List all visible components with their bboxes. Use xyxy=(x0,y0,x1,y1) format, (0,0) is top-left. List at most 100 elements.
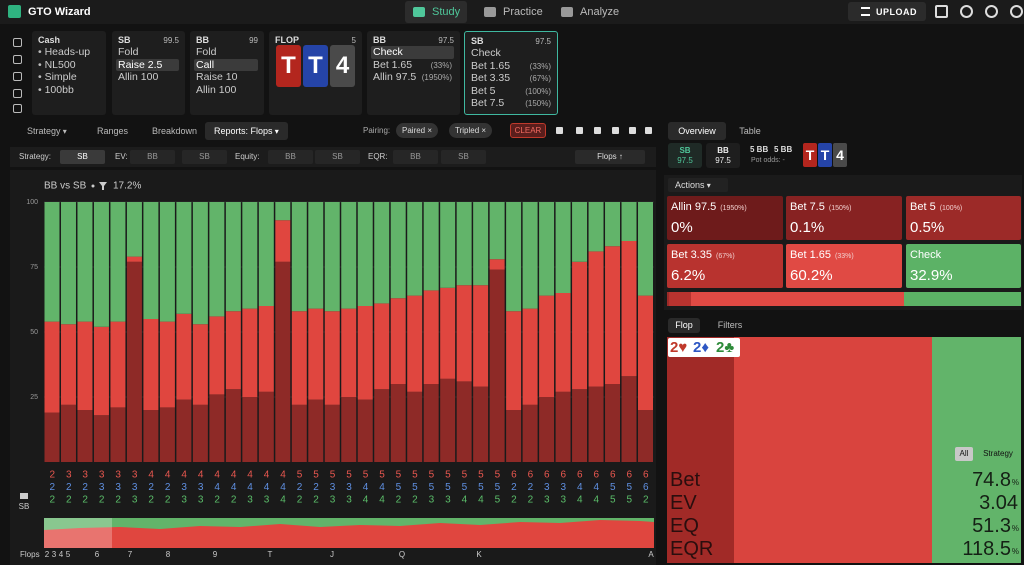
player-box[interactable]: BB 97.5 xyxy=(706,143,740,168)
x-tick-label: 2 xyxy=(214,495,220,506)
upload-button[interactable]: UPLOAD xyxy=(848,2,926,21)
x-tick-label: 4 xyxy=(198,470,204,481)
tree-item[interactable]: Allin 100 xyxy=(194,84,258,97)
tree-item[interactable]: Bet 3.35 (67%) xyxy=(469,72,553,85)
tree-panel[interactable]: SB 99.5 Fold Raise 2.5 Allin 100 xyxy=(112,31,185,115)
filter-option[interactable]: BB xyxy=(130,150,175,164)
player-box[interactable]: SB 97.5 xyxy=(668,143,702,168)
pairing-chip[interactable]: Paired xyxy=(396,123,439,138)
filter-option[interactable]: SB xyxy=(182,150,227,164)
tool-icon[interactable] xyxy=(556,127,563,134)
action-name: Check xyxy=(910,249,942,261)
action-cell[interactable]: Bet 1.65 (33%) 60.2% xyxy=(786,244,902,288)
side-icon[interactable] xyxy=(13,38,22,47)
toggle-option[interactable]: All xyxy=(955,447,973,461)
player-name: BB xyxy=(717,146,729,155)
filter-option[interactable]: SB xyxy=(441,150,486,164)
tree-panel[interactable]: BB 97.5 Check Bet 1.65 (33%) Allin 97.5 (1950%… xyxy=(367,31,460,115)
bar-segment xyxy=(275,261,291,462)
toggle-option[interactable]: Strategy xyxy=(983,449,1013,458)
tool-icon[interactable] xyxy=(576,127,583,134)
filter-option[interactable]: BB xyxy=(268,150,313,164)
x-tick-label: 2 xyxy=(643,495,649,506)
tool-icon[interactable] xyxy=(645,127,652,134)
action-cell[interactable]: Allin 97.5 (1950%) 0% xyxy=(667,196,783,240)
bar-segment xyxy=(621,241,637,377)
side-icon[interactable] xyxy=(13,104,22,113)
tree-item[interactable]: Check xyxy=(469,47,553,60)
filter-option[interactable]: BB xyxy=(393,150,438,164)
pairing-chip[interactable]: Tripled xyxy=(449,123,493,138)
tree-item[interactable]: Allin 100 xyxy=(116,71,179,84)
filter-option[interactable]: SB xyxy=(315,150,360,164)
nav-tab[interactable]: Study xyxy=(405,1,467,23)
action-cell[interactable]: Bet 3.35 (67%) 6.2% xyxy=(667,244,783,288)
tree-panel[interactable]: CashHeads-upNL500Simple100bb xyxy=(32,31,106,115)
nav-tab-label: Study xyxy=(432,6,461,18)
flop-tab[interactable]: Filters xyxy=(717,320,743,330)
filter-option[interactable]: SB xyxy=(60,150,105,164)
tree-item[interactable]: Heads-up xyxy=(36,46,100,59)
action-cell[interactable]: Check 32.9% xyxy=(906,244,1021,288)
nav-icon[interactable] xyxy=(985,5,998,18)
minimap-window[interactable] xyxy=(44,518,112,548)
sub-tab[interactable]: Breakdown xyxy=(152,126,198,136)
tree-item[interactable]: Check xyxy=(371,46,454,59)
nav-icon[interactable] xyxy=(960,5,973,18)
stat-label: EQ xyxy=(670,515,699,537)
bar-segment xyxy=(605,384,621,462)
sort-button[interactable]: Flops xyxy=(575,150,645,164)
nav-tab-icon xyxy=(413,7,425,17)
sub-tab[interactable]: Strategy xyxy=(18,122,76,140)
x-axis-label: Flops xyxy=(20,550,40,559)
sub-tab[interactable]: Reports: Flops xyxy=(205,122,288,140)
tool-icon[interactable] xyxy=(629,127,636,134)
card: 4 xyxy=(330,45,355,87)
sub-tab[interactable]: Ranges xyxy=(97,126,129,136)
x-tick-label: 2 xyxy=(148,495,154,506)
tree-item[interactable]: Simple xyxy=(36,71,100,84)
tree-item[interactable]: NL500 xyxy=(36,59,100,72)
tree-item[interactable]: Fold xyxy=(116,46,179,59)
item-note: (150%) xyxy=(525,99,551,108)
tool-icon[interactable] xyxy=(612,127,619,134)
x-tick-label: 2 xyxy=(66,495,72,506)
tree-item[interactable]: Bet 7.5 (150%) xyxy=(469,97,553,110)
x-tick-label: 3 xyxy=(445,495,451,506)
nav-icon[interactable] xyxy=(1010,5,1023,18)
tool-icon[interactable] xyxy=(594,127,601,134)
nav-icon[interactable] xyxy=(935,5,948,18)
action-cell[interactable]: Bet 7.5 (150%) 0.1% xyxy=(786,196,902,240)
flop-tab[interactable]: Flop xyxy=(668,318,700,333)
side-icon[interactable] xyxy=(13,72,22,81)
actions-dropdown[interactable]: Actions xyxy=(668,178,728,192)
bar-segment xyxy=(225,389,241,462)
clear-button[interactable]: CLEAR xyxy=(510,123,546,138)
tree-item[interactable]: Bet 5 (100%) xyxy=(469,85,553,98)
action-cell[interactable]: Bet 5 (100%) 0.5% xyxy=(906,196,1021,240)
action-frequency: 60.2% xyxy=(790,267,833,284)
tree-panel[interactable]: FLOP 5 T T 4 xyxy=(269,31,362,115)
tree-item[interactable]: 100bb xyxy=(36,84,100,97)
x-tick-label: 2 xyxy=(297,495,303,506)
side-icon[interactable] xyxy=(13,89,22,98)
x-tick-label: 4 xyxy=(577,482,583,493)
nav-tab[interactable]: Analyze xyxy=(553,1,621,23)
tree-item[interactable]: Bet 1.65 (33%) xyxy=(371,59,454,72)
tree-item[interactable]: Bet 1.65 (33%) xyxy=(469,60,553,73)
tree-item[interactable]: Call xyxy=(194,58,258,71)
tree-item[interactable]: Raise 10 xyxy=(194,71,258,84)
side-icon[interactable] xyxy=(13,55,22,64)
overview-tab[interactable]: Table xyxy=(739,126,761,136)
nav-tab[interactable]: Practice xyxy=(476,1,548,23)
item-note: (33%) xyxy=(430,60,452,70)
overview-tab[interactable]: Overview xyxy=(668,122,726,140)
tree-item[interactable]: Fold xyxy=(194,46,258,59)
tree-item[interactable]: Allin 97.5 (1950%) xyxy=(371,71,454,84)
flop-card: 2♥ xyxy=(670,339,688,356)
tree-item[interactable]: Raise 2.5 xyxy=(116,58,179,71)
tree-panel[interactable]: BB 99 Fold Call Raise 10 Allin 100 xyxy=(190,31,264,115)
action-size: (33%) xyxy=(834,253,854,260)
x-tick-label: 2 xyxy=(412,495,418,506)
tree-panel[interactable]: SB 97.5 Check Bet 1.65 (33%) Bet 3.35 (67%) Bet… xyxy=(464,31,558,115)
